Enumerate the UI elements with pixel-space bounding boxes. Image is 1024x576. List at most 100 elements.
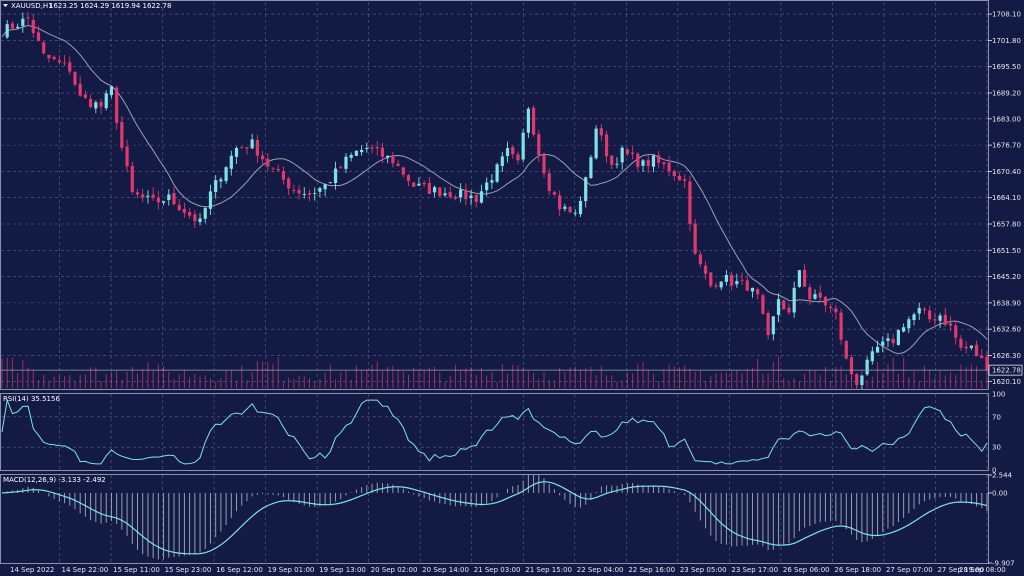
candle-body (255, 140, 259, 156)
candle-body (677, 175, 682, 181)
candle-body (756, 289, 760, 295)
candle-body (443, 193, 447, 196)
candle-body (912, 314, 916, 321)
candle-body (57, 60, 61, 63)
candle-body (16, 26, 20, 28)
candle-body (855, 374, 859, 386)
macd-panel[interactable]: 2.544 0.00 -9.907 MACD(12,26,9) -3.133 -2.… (0, 472, 1015, 568)
candle-body (604, 134, 609, 157)
rsi-line (1, 398, 988, 465)
macd-tick-label: -9.907 (992, 560, 1015, 568)
candle-body (672, 171, 676, 177)
candle-body (740, 279, 744, 281)
candle-body (198, 218, 202, 222)
current-price-box (988, 364, 1023, 376)
candle-body (52, 56, 56, 60)
candle-body (448, 192, 452, 197)
candle-body (68, 62, 72, 72)
candle-body (203, 207, 207, 219)
macd-histogram (6, 475, 988, 560)
candle-body (490, 180, 494, 183)
price-tick-label: 1676.70 (992, 142, 1021, 150)
candle-body (761, 295, 765, 314)
candle-body (208, 191, 213, 209)
price-tick-label: 1620.10 (992, 378, 1021, 386)
candle-body (730, 274, 734, 286)
candle-body (109, 86, 114, 96)
macd-panel-frame (0, 474, 989, 564)
rsi-axis: 100 70 30 0 (992, 391, 1005, 475)
candle-body (156, 197, 160, 203)
rsi-panel[interactable]: 100 70 30 0 RSI(14) 35.5156 (0, 391, 1006, 475)
candle-body (578, 200, 583, 215)
candle-body (62, 62, 67, 64)
candle-body (36, 32, 41, 41)
macd-axis: 2.544 0.00 -9.907 (988, 472, 1015, 568)
candle-body (870, 351, 874, 362)
candle-body (849, 357, 854, 375)
time-tick-label: 21 Sep 03:00 (474, 566, 521, 574)
candle-body (396, 163, 400, 166)
candle-body (928, 310, 932, 320)
time-tick-label: 27 Sep 07:00 (886, 566, 933, 574)
candle-body (193, 214, 197, 222)
candle-body (438, 187, 442, 197)
candle-body (141, 194, 145, 198)
price-tick-label: 1701.80 (992, 37, 1021, 45)
candle-body (167, 194, 171, 201)
candle-body (886, 338, 890, 341)
candle-body (182, 208, 187, 213)
price-axis: 1708.10 1701.80 1695.50 1689.20 1683.00 1676.… (988, 11, 1021, 386)
time-tick-label: 26 Sep 18:00 (834, 566, 881, 574)
candle-body (526, 108, 530, 133)
price-panel[interactable]: 1708.10 1701.80 1695.50 1689.20 1683.00 1676.… (0, 0, 1023, 390)
time-tick-label: 16 Sep 12:00 (216, 566, 263, 574)
candle-body (547, 173, 551, 192)
candle-body (307, 192, 312, 195)
candle-body (813, 294, 817, 299)
price-tick-label: 1632.60 (992, 326, 1021, 334)
candle-body (766, 312, 770, 336)
candle-body (464, 189, 468, 200)
candle-body (875, 346, 880, 353)
candle-body (594, 128, 598, 159)
candle-body (750, 287, 755, 292)
symbol-dropdown-icon[interactable] (3, 4, 8, 7)
candle-body (688, 181, 692, 224)
candle-body (292, 189, 296, 191)
candle-body (646, 159, 650, 167)
candle-body (782, 300, 786, 310)
candle-body (83, 94, 87, 98)
candle-body (479, 191, 484, 203)
time-tick-label: 15 Sep 23:00 (165, 566, 212, 574)
rsi-panel-frame (0, 393, 989, 471)
candle-body (474, 195, 478, 202)
candle-body (667, 162, 671, 172)
candle-body (73, 71, 77, 85)
candle-body (844, 341, 848, 359)
candle-body (21, 18, 25, 26)
candle-body (99, 102, 103, 107)
candle-body (188, 212, 192, 216)
candle-body (902, 327, 906, 332)
candle-body (26, 17, 30, 19)
candle-body (641, 160, 645, 166)
candle-body (88, 98, 93, 107)
price-tick-label: 1664.10 (992, 194, 1021, 202)
candle-body (573, 212, 577, 214)
candle-body (495, 164, 499, 182)
candle-body (584, 177, 588, 202)
candle-body (599, 128, 603, 136)
rsi-tick-label: 100 (992, 391, 1005, 399)
symbol-title: XAUUSD,H1 (11, 2, 53, 10)
candle-body (620, 147, 624, 163)
candle-body (5, 24, 9, 38)
candle-body (318, 188, 322, 192)
candle-body (234, 147, 239, 157)
candle-body (959, 338, 963, 348)
candle-body (313, 192, 317, 194)
time-axis: 14 Sep 2022 14 Sep 22:00 15 Sep 11:00 15 Se… (10, 566, 1006, 574)
candle-body (240, 147, 244, 149)
candle-body (344, 156, 348, 169)
